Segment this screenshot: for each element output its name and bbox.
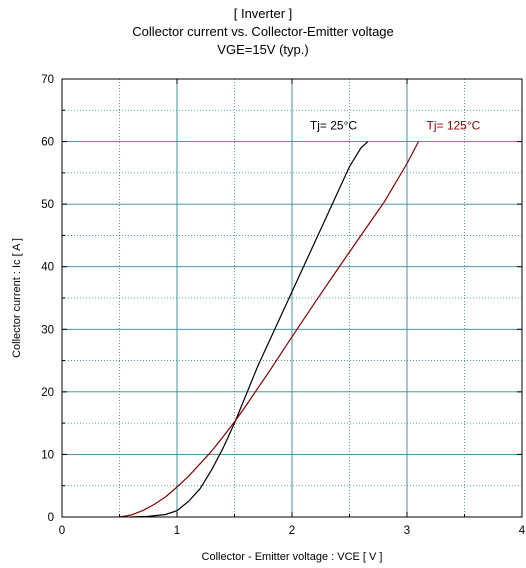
y-tick-label: 50 [41,199,54,211]
x-tick-label: 4 [519,525,526,537]
y-tick-label: 0 [48,512,54,524]
y-tick-label: 10 [41,449,54,461]
x-axis-label: Collector - Emitter voltage : VCE [ V ] [202,551,383,563]
x-tick-label: 2 [289,525,295,537]
chart-title-line-3: VGE=15V (typ.) [217,42,309,57]
x-tick-label: 3 [404,525,410,537]
series-label-1: Tj= 25°C [310,119,357,133]
y-tick-label: 20 [41,387,54,399]
series-layer [119,141,420,518]
series-line-1 [130,141,369,518]
chart-title-line-2: Collector current vs. Collector-Emitter … [132,24,394,39]
y-tick-label: 60 [41,137,54,149]
y-tick-label: 30 [41,324,54,336]
y-axis-label: Collector current : Ic [ A ] [11,238,23,358]
y-tick-label: 40 [41,262,54,274]
grid [62,79,522,517]
series-line-2 [119,141,420,518]
x-tick-label: 0 [59,525,65,537]
annotation-layer: Tj= 25°C Tj= 125°C [310,119,481,133]
y-tick-label: 70 [41,74,54,86]
x-tick-label: 1 [174,525,180,537]
chart-title-line-1: [ Inverter ] [233,6,293,21]
series-label-2: Tj= 125°C [427,119,481,133]
